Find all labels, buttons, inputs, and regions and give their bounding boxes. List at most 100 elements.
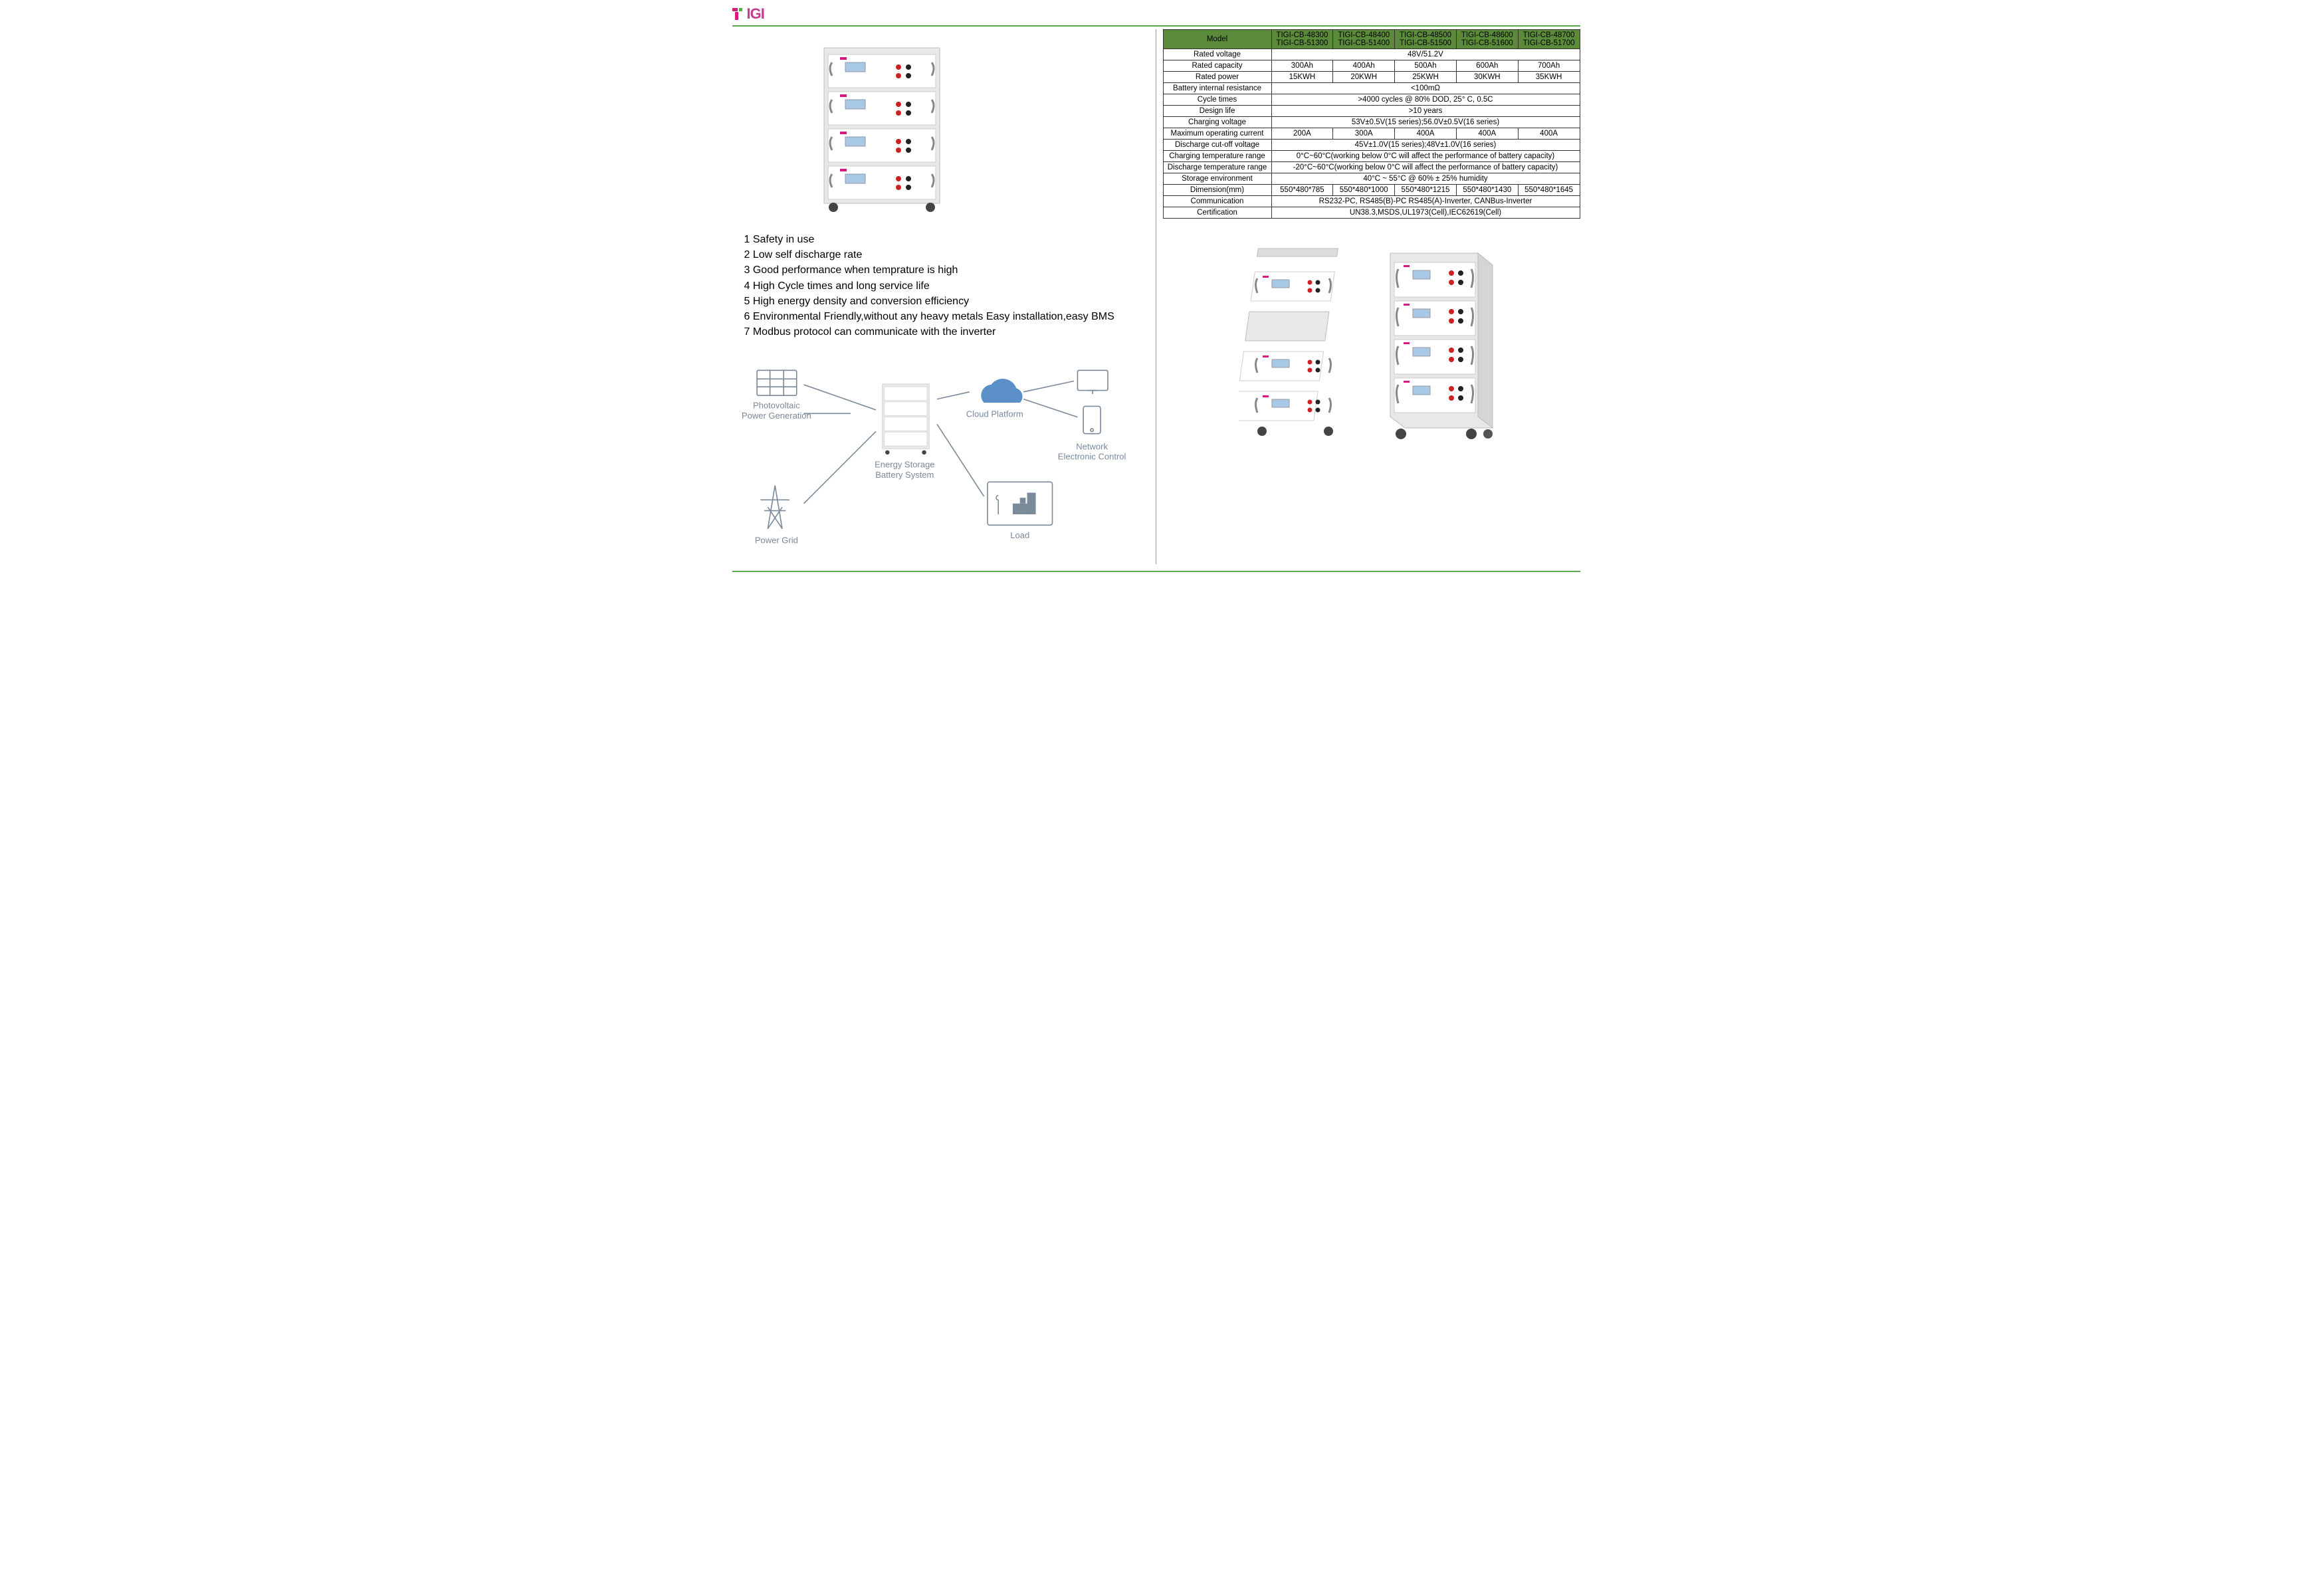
row-label: Certification xyxy=(1163,207,1271,219)
row-label: Maximum operating current xyxy=(1163,128,1271,140)
row-cell: 550*480*1645 xyxy=(1518,185,1580,196)
row-cell: 550*480*785 xyxy=(1271,185,1333,196)
row-cell: 15KWH xyxy=(1271,72,1333,83)
table-row: CertificationUN38.3,MSDS,UL1973(Cell),IE… xyxy=(1163,207,1580,219)
row-cell: 600Ah xyxy=(1456,60,1518,72)
row-label: Battery internal resistance xyxy=(1163,83,1271,94)
svg-text:Cloud Platform: Cloud Platform xyxy=(966,409,1023,419)
row-cell: 200A xyxy=(1271,128,1333,140)
svg-text:Power Grid: Power Grid xyxy=(754,536,797,546)
spec-table-head: Model TIGI-CB-48300TIGI-CB-51300 TIGI-CB… xyxy=(1163,30,1580,49)
table-row: Charging temperature range0°C~60°C(worki… xyxy=(1163,151,1580,162)
row-label: Rated voltage xyxy=(1163,49,1271,60)
product-rack-image xyxy=(819,43,945,215)
row-cell: 35KWH xyxy=(1518,72,1580,83)
table-row: CommunicationRS232-PC, RS485(B)-PC RS485… xyxy=(1163,196,1580,207)
th-col: TIGI-CB-48500TIGI-CB-51500 xyxy=(1395,30,1457,49)
feature-item: 1 Safety in use xyxy=(744,232,1142,247)
feature-item: 6 Environmental Friendly,without any hea… xyxy=(744,309,1142,324)
row-label: Design life xyxy=(1163,106,1271,117)
row-label: Discharge temperature range xyxy=(1163,162,1271,173)
svg-text:Photovoltaic: Photovoltaic xyxy=(752,401,799,411)
feature-item: 2 Low self discharge rate xyxy=(744,247,1142,262)
row-label: Charging voltage xyxy=(1163,117,1271,128)
table-row: Rated power15KWH20KWH25KWH30KWH35KWH xyxy=(1163,72,1580,83)
table-row: Discharge cut-off voltage45V±1.0V(15 ser… xyxy=(1163,140,1580,151)
row-span-value: >4000 cycles @ 80% DOD, 25° C, 0.5C xyxy=(1271,94,1580,106)
row-cell: 400Ah xyxy=(1333,60,1395,72)
system-diagram: Photovoltaic Power Generation Power Grid xyxy=(739,359,1142,554)
th-col: TIGI-CB-48700TIGI-CB-51700 xyxy=(1518,30,1580,49)
row-cell: 25KWH xyxy=(1395,72,1457,83)
features-list: 1 Safety in use 2 Low self discharge rat… xyxy=(739,232,1142,340)
table-row: Discharge temperature range-20°C~60°C(wo… xyxy=(1163,162,1580,173)
row-span-value: 48V/51.2V xyxy=(1271,49,1580,60)
svg-text:Network: Network xyxy=(1076,442,1108,452)
svg-text:Energy Storage: Energy Storage xyxy=(875,460,934,470)
column-left: 1 Safety in use 2 Low self discharge rat… xyxy=(732,29,1156,564)
row-cell: 300A xyxy=(1333,128,1395,140)
columns: 1 Safety in use 2 Low self discharge rat… xyxy=(732,29,1580,564)
table-row: Cycle times>4000 cycles @ 80% DOD, 25° C… xyxy=(1163,94,1580,106)
svg-text:Power Generation: Power Generation xyxy=(741,411,811,421)
table-row: Maximum operating current200A300A400A400… xyxy=(1163,128,1580,140)
spec-table-body: Rated voltage48V/51.2VRated capacity300A… xyxy=(1163,49,1580,219)
spec-table: Model TIGI-CB-48300TIGI-CB-51300 TIGI-CB… xyxy=(1163,29,1580,219)
row-cell: 400A xyxy=(1456,128,1518,140)
th-col: TIGI-CB-48400TIGI-CB-51400 xyxy=(1333,30,1395,49)
row-cell: 300Ah xyxy=(1271,60,1333,72)
svg-text:Electronic Control: Electronic Control xyxy=(1057,452,1126,462)
table-row: Rated voltage48V/51.2V xyxy=(1163,49,1580,60)
row-cell: 550*480*1430 xyxy=(1456,185,1518,196)
th-col: TIGI-CB-48300TIGI-CB-51300 xyxy=(1271,30,1333,49)
table-row: Battery internal resistance<100mΩ xyxy=(1163,83,1580,94)
feature-item: 5 High energy density and conversion eff… xyxy=(744,294,1142,309)
row-label: Cycle times xyxy=(1163,94,1271,106)
row-label: Communication xyxy=(1163,196,1271,207)
th-col: TIGI-CB-48600TIGI-CB-51600 xyxy=(1456,30,1518,49)
column-right: Model TIGI-CB-48300TIGI-CB-51300 TIGI-CB… xyxy=(1156,29,1580,564)
row-label: Rated power xyxy=(1163,72,1271,83)
svg-text:Load: Load xyxy=(1010,530,1029,540)
table-row: Design life>10 years xyxy=(1163,106,1580,117)
row-span-value: -20°C~60°C(working below 0°C will affect… xyxy=(1271,162,1580,173)
product-exploded-image xyxy=(1239,245,1352,445)
row-cell: 20KWH xyxy=(1333,72,1395,83)
table-row: Charging voltage53V±0.5V(15 series);56.0… xyxy=(1163,117,1580,128)
row-span-value: 45V±1.0V(15 series);48V±1.0V(16 series) xyxy=(1271,140,1580,151)
row-cell: 700Ah xyxy=(1518,60,1580,72)
row-label: Charging temperature range xyxy=(1163,151,1271,162)
svg-text:Battery System: Battery System xyxy=(875,470,934,480)
feature-item: 7 Modbus protocol can communicate with t… xyxy=(744,324,1142,340)
row-label: Dimension(mm) xyxy=(1163,185,1271,196)
row-cell: 400A xyxy=(1518,128,1580,140)
row-cell: 500Ah xyxy=(1395,60,1457,72)
divider-top xyxy=(732,25,1580,27)
row-cell: 550*480*1215 xyxy=(1395,185,1457,196)
row-span-value: RS232-PC, RS485(B)-PC RS485(A)-Inverter,… xyxy=(1271,196,1580,207)
row-cell: 550*480*1000 xyxy=(1333,185,1395,196)
row-span-value: 0°C~60°C(working below 0°C will affect t… xyxy=(1271,151,1580,162)
product-assembled-image xyxy=(1378,245,1505,445)
row-span-value: 53V±0.5V(15 series);56.0V±0.5V(16 series… xyxy=(1271,117,1580,128)
th-model: Model xyxy=(1163,30,1271,49)
row-label: Storage environment xyxy=(1163,173,1271,185)
product-images xyxy=(1163,245,1580,445)
row-span-value: UN38.3,MSDS,UL1973(Cell),IEC62619(Cell) xyxy=(1271,207,1580,219)
row-label: Rated capacity xyxy=(1163,60,1271,72)
row-label: Discharge cut-off voltage xyxy=(1163,140,1271,151)
row-cell: 30KWH xyxy=(1456,72,1518,83)
table-row: Storage environment40°C ~ 55°C @ 60% ± 2… xyxy=(1163,173,1580,185)
logo: IGI xyxy=(732,5,1580,25)
table-row: Dimension(mm)550*480*785550*480*1000550*… xyxy=(1163,185,1580,196)
logo-text: IGI xyxy=(747,5,764,22)
feature-item: 3 Good performance when temprature is hi… xyxy=(744,262,1142,278)
feature-item: 4 High Cycle times and long service life xyxy=(744,278,1142,294)
row-cell: 400A xyxy=(1395,128,1457,140)
divider-bottom xyxy=(732,571,1580,572)
row-span-value: 40°C ~ 55°C @ 60% ± 25% humidity xyxy=(1271,173,1580,185)
row-span-value: >10 years xyxy=(1271,106,1580,117)
table-row: Rated capacity300Ah400Ah500Ah600Ah700Ah xyxy=(1163,60,1580,72)
page: IGI xyxy=(724,0,1588,577)
row-span-value: <100mΩ xyxy=(1271,83,1580,94)
